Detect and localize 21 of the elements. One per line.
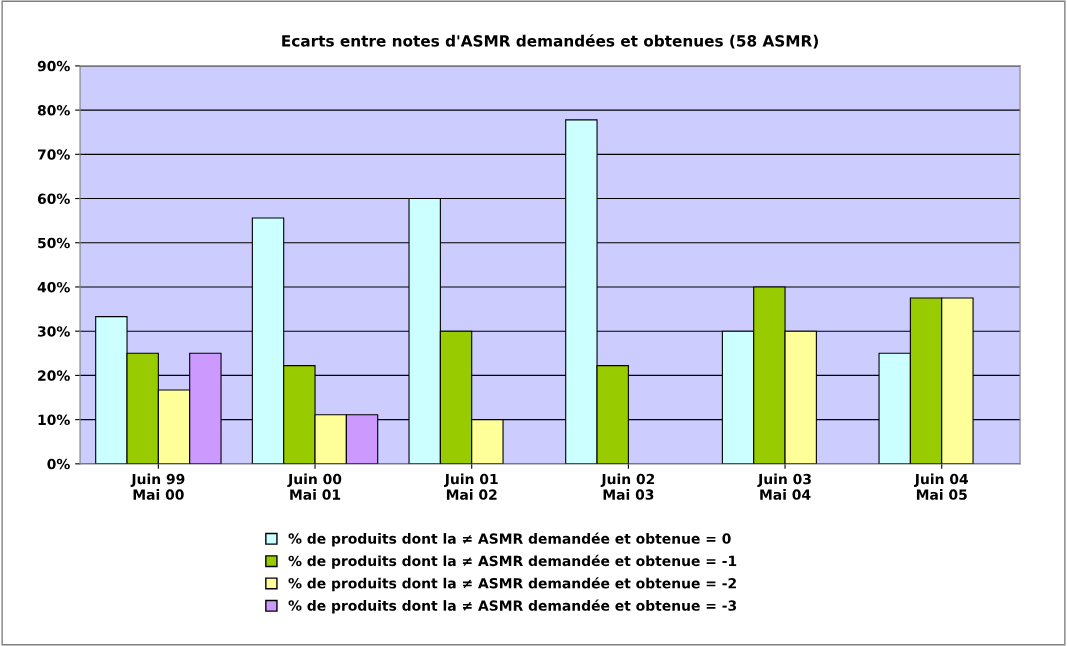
y-tick-label: 30% bbox=[37, 326, 70, 337]
x-tick-label: Juin 00 Mai 01 bbox=[287, 473, 342, 500]
y-tick-label: 90% bbox=[37, 60, 70, 72]
y-tick-label: 10% bbox=[38, 414, 70, 426]
y-tick-label: 70% bbox=[37, 149, 70, 160]
x-tick-label: Juin 03 Mai 04 bbox=[757, 473, 811, 500]
y-tick-label: 0% bbox=[47, 458, 70, 470]
x-tick-label: Juin 04 Mai 05 bbox=[914, 473, 969, 500]
y-tick-label: 80% bbox=[37, 105, 70, 116]
x-tick-label: Juin 01 Mai 02 bbox=[443, 473, 498, 500]
legend-label: % de produits dont la ≠ ASMR demandée et obtenue = -2 bbox=[288, 577, 736, 592]
y-tick-label: 20% bbox=[38, 370, 70, 381]
chart-title: Ecarts entre notes d'ASMR demandées et obtenues (58 ASMR) bbox=[282, 34, 818, 49]
y-tick-label: 40% bbox=[37, 281, 70, 293]
y-tick-label: 50% bbox=[38, 237, 70, 249]
x-tick-label: Juin 02 Mai 03 bbox=[600, 473, 655, 500]
legend-label: % de produits dont la ≠ ASMR demandée et obtenue = -3 bbox=[288, 599, 737, 614]
x-tick-label: Juin 99 Mai 00 bbox=[130, 473, 185, 500]
legend-label: % de produits dont la ≠ ASMR demandée et obtenue = -1 bbox=[288, 554, 737, 569]
y-tick-label: 60% bbox=[37, 193, 70, 205]
legend-label: % de produits dont la ≠ ASMR demandée et obtenue = 0 bbox=[288, 532, 731, 547]
